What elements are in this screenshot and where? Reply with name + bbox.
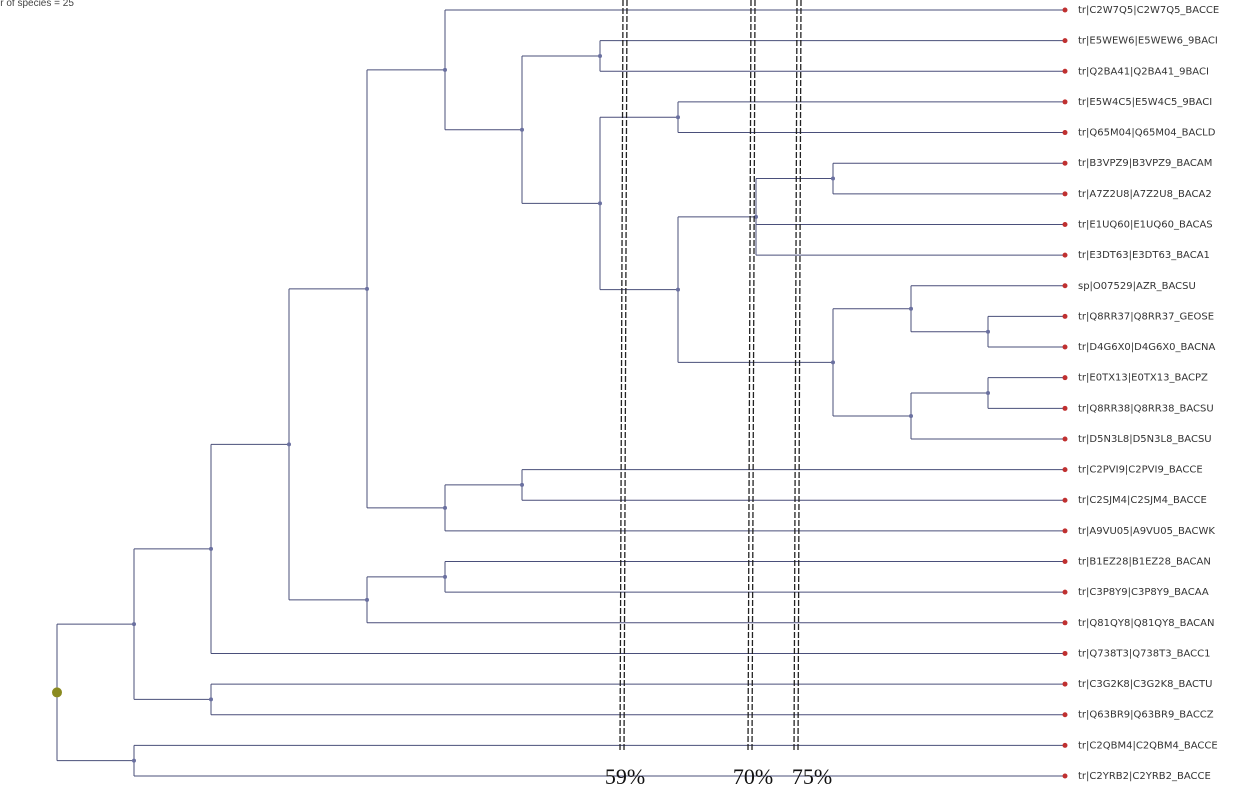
leaf-label: tr|E5W4C5|E5W4C5_9BACI — [1078, 97, 1212, 108]
leaf-dot — [1062, 252, 1068, 258]
node-dot — [520, 482, 524, 487]
threshold-line — [797, 0, 802, 753]
node-dot — [598, 53, 602, 58]
leaf-label: tr|D5N3L8|D5N3L8_BACSU — [1078, 434, 1212, 445]
leaf-label: tr|C3G2K8|C3G2K8_BACTU — [1078, 679, 1212, 690]
node-dot — [132, 758, 136, 763]
node-dot — [443, 67, 447, 72]
node-dot — [365, 597, 369, 602]
leaf-label: tr|Q738T3|Q738T3_BACC1 — [1078, 648, 1210, 659]
leaf-dot — [1062, 130, 1068, 136]
leaf-dot — [1062, 436, 1068, 442]
leaf-label: sp|O07529|AZR_BACSU — [1078, 281, 1196, 292]
node-dot — [909, 413, 913, 418]
leaf-dot — [1062, 405, 1068, 411]
leaf-label: tr|C2SJM4|C2SJM4_BACCE — [1078, 495, 1207, 506]
node-dot — [443, 574, 447, 579]
leaf-dot — [1062, 160, 1068, 166]
leaf-dot — [1062, 68, 1068, 74]
node-dot — [287, 442, 291, 447]
leaf-label: tr|C2PVI9|C2PVI9_BACCE — [1078, 465, 1203, 476]
leaf-dot — [1062, 620, 1068, 626]
leaf-label: tr|Q81QY8|Q81QY8_BACAN — [1078, 618, 1214, 629]
leaf-label: tr|Q63BR9|Q63BR9_BACCZ — [1078, 710, 1214, 721]
threshold-label: 75% — [792, 764, 832, 789]
node-dot — [520, 127, 524, 132]
leaf-dot — [1062, 712, 1068, 718]
leaf-label: tr|B3VPZ9|B3VPZ9_BACAM — [1078, 158, 1212, 169]
leaf-label: tr|C2YRB2|C2YRB2_BACCE — [1078, 771, 1211, 782]
leaf-label: tr|C2QBM4|C2QBM4_BACCE — [1078, 740, 1218, 751]
node-dot — [676, 115, 680, 120]
leaf-dot — [1062, 283, 1068, 289]
leaf-label: tr|E3DT63|E3DT63_BACA1 — [1078, 250, 1210, 261]
leaf-label: tr|Q2BA41|Q2BA41_9BACI — [1078, 66, 1209, 77]
leaf-dot — [1062, 497, 1068, 503]
species-count: Number of species = 25 — [0, 0, 74, 9]
node-dot — [443, 505, 447, 510]
node-dot — [909, 306, 913, 311]
threshold-label: 70% — [733, 764, 773, 789]
leaf-dot — [1062, 681, 1068, 687]
leaf-dot — [1062, 375, 1068, 381]
node-dot — [209, 546, 213, 551]
leaf-label: tr|B1EZ28|B1EZ28_BACAN — [1078, 557, 1211, 568]
threshold-line — [751, 0, 756, 753]
threshold-line — [747, 0, 752, 753]
node-dot — [831, 176, 835, 181]
leaf-dot — [1062, 773, 1068, 779]
node-dot — [365, 286, 369, 291]
node-dot — [754, 214, 758, 219]
leaf-label: tr|E5WEW6|E5WEW6_9BACI — [1078, 36, 1218, 47]
leaf-label: tr|C3P8Y9|C3P8Y9_BACAA — [1078, 587, 1209, 598]
leaf-label: tr|Q8RR38|Q8RR38_BACSU — [1078, 403, 1214, 414]
leaf-dot — [1062, 344, 1068, 350]
leaf-dot — [1062, 38, 1068, 44]
leaf-dot — [1062, 467, 1068, 473]
leaf-dot — [1062, 650, 1068, 656]
node-dot — [598, 201, 602, 206]
node-dot — [986, 391, 990, 395]
leaf-dot — [1062, 559, 1068, 565]
leaf-label: tr|D4G6X0|D4G6X0_BACNA — [1078, 342, 1216, 353]
leaf-dot — [1062, 528, 1068, 534]
leaf-dot — [1062, 742, 1068, 748]
node-dot — [676, 287, 680, 292]
node-dot — [132, 622, 136, 627]
node-dot — [831, 360, 835, 365]
node-dot — [986, 329, 990, 334]
leaf-label: tr|Q8RR37|Q8RR37_GEOSE — [1078, 311, 1214, 322]
leaf-label: tr|A7Z2U8|A7Z2U8_BACA2 — [1078, 189, 1212, 200]
leaf-label: tr|E0TX13|E0TX13_BACPZ — [1078, 373, 1208, 384]
node-dot — [209, 697, 213, 702]
leaf-label: tr|Q65M04|Q65M04_BACLD — [1078, 128, 1216, 139]
threshold-line — [623, 0, 628, 753]
leaf-dot — [1062, 589, 1068, 595]
leaf-dot — [1062, 221, 1068, 227]
threshold-line — [793, 0, 798, 753]
leaf-dot — [1062, 313, 1068, 319]
leaf-label: tr|E1UQ60|E1UQ60_BACAS — [1078, 219, 1213, 230]
leaf-dot — [1062, 7, 1068, 13]
leaf-label: tr|A9VU05|A9VU05_BACWK — [1078, 526, 1215, 537]
leaf-dot — [1062, 99, 1068, 105]
leaf-label: tr|C2W7Q5|C2W7Q5_BACCE — [1078, 5, 1219, 16]
threshold-line — [619, 0, 624, 753]
root-node — [52, 687, 62, 698]
leaf-dot — [1062, 191, 1068, 197]
threshold-label: 59% — [605, 764, 645, 789]
